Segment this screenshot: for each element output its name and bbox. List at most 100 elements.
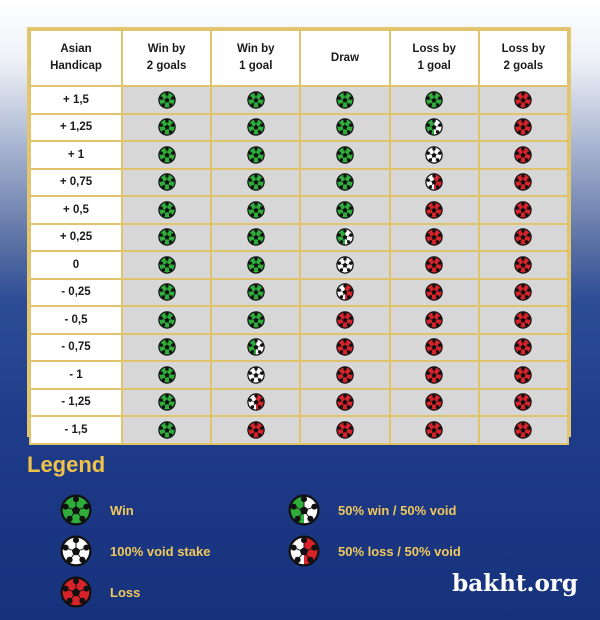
red-soccer-ball-icon [514,311,532,329]
result-cell [390,334,479,362]
header-label: Loss by 1 goal [412,41,455,75]
header-label: Loss by 2 goals [502,41,545,75]
result-cell [300,196,389,224]
green-soccer-ball-icon [336,201,354,219]
table-row: - 1 [30,361,568,389]
green-soccer-ball-icon [247,146,265,164]
result-cell [390,251,479,279]
white-soccer-ball-icon [60,535,92,567]
result-cell [300,416,389,444]
red-soccer-ball-icon [425,366,443,384]
green-soccer-ball-icon [336,118,354,136]
red-soccer-ball-icon [425,393,443,411]
red-soccer-ball-icon [514,228,532,246]
handicap-cell: - 0,75 [30,334,122,362]
white-soccer-ball-icon [425,146,443,164]
result-cell [390,416,479,444]
red-soccer-ball-icon [514,146,532,164]
table-row: - 0,75 [30,334,568,362]
handicap-cell: - 1,25 [30,389,122,417]
legend-item-loss: Loss [60,576,140,608]
green-soccer-ball-icon [158,393,176,411]
red-soccer-ball-icon [425,421,443,439]
result-cell [300,279,389,307]
result-cell [122,389,211,417]
result-cell [390,306,479,334]
handicap-cell: + 0,5 [30,196,122,224]
result-cell [211,141,300,169]
header-win-by-1: Win by 1 goal [211,30,300,86]
result-cell [479,279,568,307]
result-cell [390,224,479,252]
result-cell [122,196,211,224]
result-cell [479,361,568,389]
result-cell [211,224,300,252]
green-soccer-ball-icon [158,338,176,356]
green-soccer-ball-icon [158,256,176,274]
header-asian-handicap: Asian Handicap [30,30,122,86]
green-soccer-ball-icon [158,228,176,246]
table-body: + 1,5 + 1,25 + 1 + 0,75 + 0,5 + 0,25 0- 0,25- … [30,86,568,444]
handicap-cell: + 1,5 [30,86,122,114]
result-cell [479,306,568,334]
green-soccer-ball-icon [158,173,176,191]
table-row: - 1,25 [30,389,568,417]
green-soccer-ball-icon [336,173,354,191]
result-cell [390,389,479,417]
result-cell [211,86,300,114]
result-cell [211,114,300,142]
result-cell [211,361,300,389]
result-cell [211,389,300,417]
half-red-soccer-ball-icon [288,535,320,567]
handicap-cell: 0 [30,251,122,279]
brand-watermark: bakht.org [452,570,578,597]
header-loss-by-2: Loss by 2 goals [479,30,568,86]
result-cell [122,86,211,114]
result-cell [479,389,568,417]
red-soccer-ball-icon [514,173,532,191]
green-soccer-ball-icon [158,311,176,329]
legend-label-win: Win [110,503,134,518]
result-cell [122,279,211,307]
result-cell [122,169,211,197]
green-soccer-ball-icon [247,173,265,191]
header-label: Win by 1 goal [237,41,275,75]
legend-item-half-win: 50% win / 50% void [288,494,457,526]
handicap-table: Asian Handicap Win by 2 goals Win by 1 g… [29,29,569,445]
green-soccer-ball-icon [247,201,265,219]
result-cell [479,169,568,197]
result-cell [300,141,389,169]
header-row: Asian Handicap Win by 2 goals Win by 1 g… [30,30,568,86]
red-soccer-ball-icon [514,366,532,384]
legend-label-half-loss: 50% loss / 50% void [338,544,461,559]
result-cell [300,86,389,114]
result-cell [390,279,479,307]
table-row: 0 [30,251,568,279]
handicap-cell: - 0,25 [30,279,122,307]
green-soccer-ball-icon [336,146,354,164]
red-soccer-ball-icon [336,366,354,384]
table-row: + 1,5 [30,86,568,114]
half-red-soccer-ball-icon [425,173,443,191]
green-soccer-ball-icon [247,256,265,274]
result-cell [211,196,300,224]
result-cell [122,251,211,279]
result-cell [479,224,568,252]
green-soccer-ball-icon [425,91,443,109]
red-soccer-ball-icon [514,91,532,109]
red-soccer-ball-icon [247,421,265,439]
header-label: Asian Handicap [50,41,102,75]
red-soccer-ball-icon [336,311,354,329]
red-soccer-ball-icon [514,118,532,136]
red-soccer-ball-icon [514,338,532,356]
result-cell [211,334,300,362]
result-cell [300,306,389,334]
green-soccer-ball-icon [158,91,176,109]
result-cell [300,334,389,362]
handicap-cell: + 0,25 [30,224,122,252]
red-soccer-ball-icon [425,256,443,274]
table-row: + 1 [30,141,568,169]
half-green-soccer-ball-icon [425,118,443,136]
table-row: + 1,25 [30,114,568,142]
legend-label-loss: Loss [110,585,140,600]
